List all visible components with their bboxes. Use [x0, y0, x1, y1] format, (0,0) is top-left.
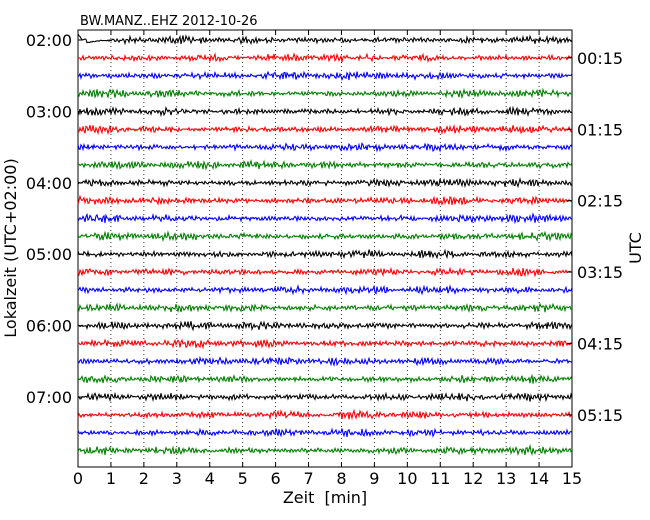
y-axis-label-left: Lokalzeit (UTC+02:00) [1, 158, 20, 337]
y-axis-label-right: UTC [626, 232, 645, 264]
left-tick-label: 06:00 [26, 317, 72, 336]
x-tick-label: 9 [369, 469, 379, 488]
right-tick-label: 03:15 [577, 263, 623, 282]
left-axis-ticks: 02:00 03:00 04:00 05:00 06:00 07:00 [26, 31, 83, 407]
trace-row-4 [77, 105, 573, 118]
x-tick-label: 11 [430, 469, 450, 488]
trace-row-5 [77, 123, 573, 136]
trace-row-14 [77, 284, 573, 296]
left-tick-label: 07:00 [26, 388, 72, 407]
left-tick-label: 05:00 [26, 245, 72, 264]
x-tick-label: 1 [106, 469, 116, 488]
x-tick-label: 4 [205, 469, 215, 488]
x-axis-label: Zeit [min] [283, 488, 367, 507]
right-tick-label: 04:15 [577, 334, 623, 353]
trace-row-9 [77, 194, 573, 206]
x-tick-label: 12 [463, 469, 483, 488]
x-tick-label: 5 [238, 469, 248, 488]
right-tick-label: 01:15 [577, 120, 623, 139]
trace-row-11 [77, 230, 573, 243]
trace-row-23 [77, 443, 573, 457]
trace-row-7 [77, 159, 573, 171]
right-tick-label: 00:15 [577, 49, 623, 68]
left-tick-label: 03:00 [26, 102, 72, 121]
trace-row-22 [77, 427, 573, 438]
x-tick-label: 2 [139, 469, 149, 488]
x-tick-label: 8 [336, 469, 346, 488]
right-axis-ticks: 00:15 01:15 02:15 03:15 04:15 05:15 [567, 49, 623, 425]
trace-row-12 [77, 248, 573, 260]
seismic-traces [77, 33, 573, 457]
trace-row-17 [77, 338, 573, 350]
x-tick-label: 13 [496, 469, 516, 488]
right-tick-label: 02:15 [577, 192, 623, 211]
x-tick-label: 0 [73, 469, 83, 488]
left-tick-label: 02:00 [26, 31, 72, 50]
x-tick-label: 10 [397, 469, 417, 488]
x-axis-ticks: 0 1 2 3 4 5 6 7 8 9 10 11 12 13 14 15 [73, 30, 582, 488]
trace-row-18 [77, 355, 573, 368]
vertical-gridlines [110, 30, 540, 467]
trace-row-13 [77, 266, 573, 278]
trace-row-15 [77, 302, 573, 314]
x-tick-label: 14 [529, 469, 549, 488]
trace-row-16 [77, 320, 573, 332]
left-tick-label: 04:00 [26, 174, 72, 193]
trace-row-6 [77, 142, 573, 153]
trace-row-2 [77, 70, 573, 82]
trace-row-19 [77, 373, 573, 384]
trace-row-20 [77, 391, 573, 403]
trace-row-8 [77, 177, 573, 189]
x-tick-label: 6 [271, 469, 281, 488]
trace-row-0 [77, 33, 573, 46]
trace-row-21 [77, 408, 573, 421]
x-tick-label: 7 [303, 469, 313, 488]
chart-title: BW.MANZ..EHZ 2012-10-26 [80, 14, 258, 29]
x-tick-label: 3 [172, 469, 182, 488]
trace-row-3 [77, 87, 573, 100]
trace-row-10 [77, 212, 573, 225]
x-tick-label: 15 [562, 469, 582, 488]
right-tick-label: 05:15 [577, 406, 623, 425]
trace-row-1 [77, 52, 573, 64]
